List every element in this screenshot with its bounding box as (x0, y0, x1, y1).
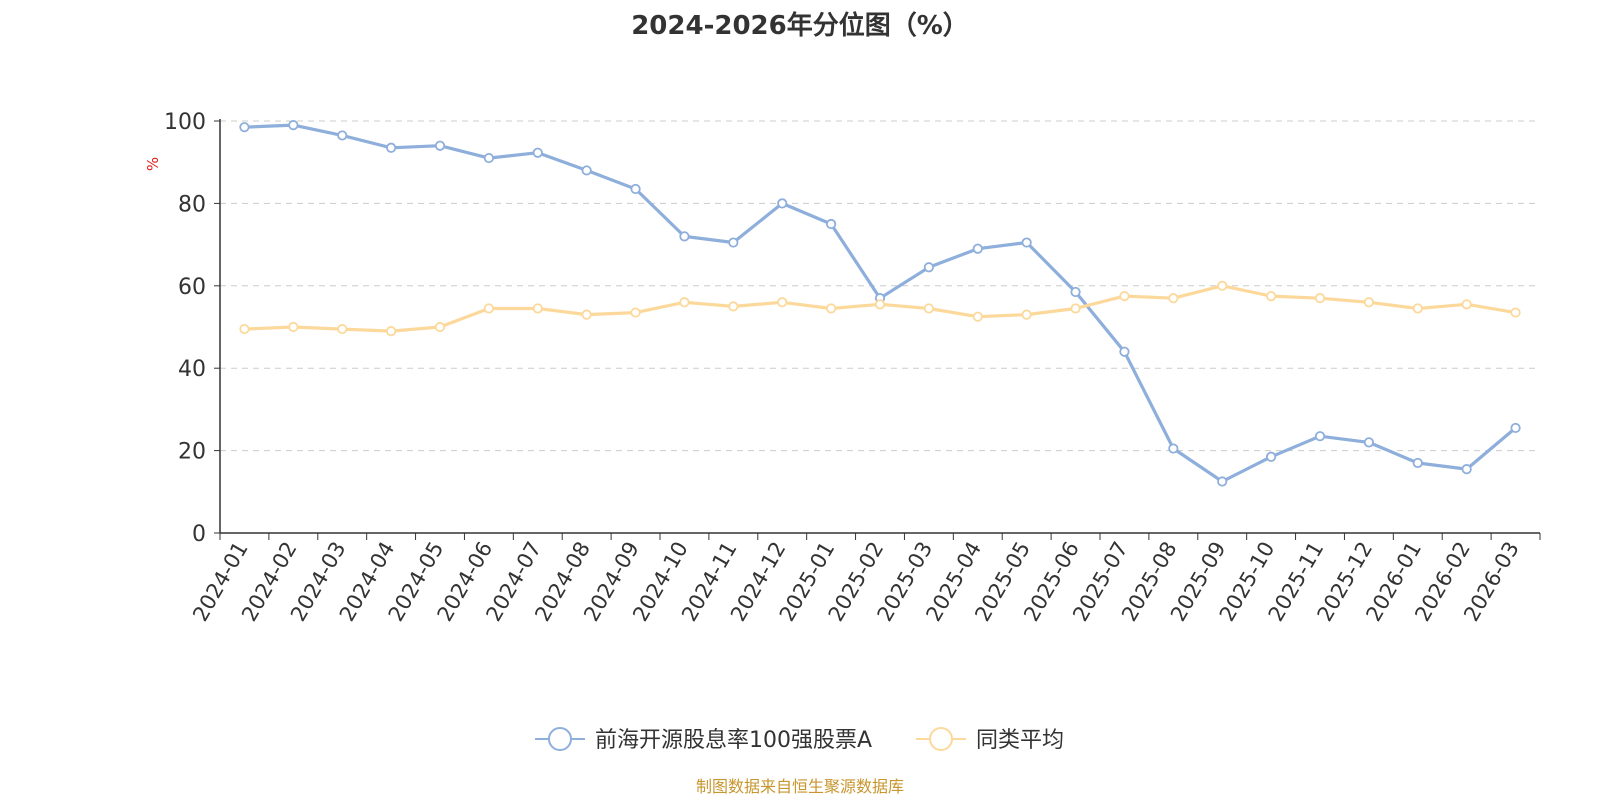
data-point-1[interactable] (1412, 303, 1423, 314)
data-point-1[interactable] (1021, 309, 1032, 320)
data-point-0[interactable] (434, 140, 446, 151)
legend-label-0: 前海开源股息率100强股票A (595, 728, 872, 753)
y-tick-label: 60 (178, 275, 206, 300)
data-point-0[interactable] (1070, 286, 1081, 298)
data-point-1[interactable] (826, 303, 837, 314)
data-point-1[interactable] (532, 303, 543, 314)
data-point-1[interactable] (1070, 303, 1081, 314)
data-point-0[interactable] (923, 262, 934, 273)
data-point-1[interactable] (288, 321, 299, 333)
y-axis-label: % (144, 157, 162, 171)
data-point-0[interactable] (972, 243, 983, 254)
data-point-1[interactable] (483, 303, 494, 314)
data-point-0[interactable] (1461, 464, 1472, 475)
data-point-1[interactable] (386, 326, 397, 337)
y-tick-label: 0 (192, 522, 206, 547)
data-point-1[interactable] (1217, 280, 1228, 291)
data-point-0[interactable] (1510, 422, 1521, 434)
data-point-1[interactable] (1510, 307, 1521, 318)
legend-marker-1 (929, 727, 953, 751)
data-point-1[interactable] (630, 307, 641, 318)
legend-label-1: 同类平均 (976, 728, 1064, 753)
data-source-note: 制图数据来自恒生聚源数据库 (696, 777, 904, 796)
y-tick-label: 40 (178, 357, 206, 382)
data-point-0[interactable] (581, 165, 592, 176)
y-tick-label: 80 (178, 192, 206, 217)
series-layer (239, 120, 1521, 487)
data-point-0[interactable] (728, 237, 739, 248)
data-point-0[interactable] (826, 218, 837, 230)
data-point-1[interactable] (1119, 290, 1130, 302)
data-point-0[interactable] (1266, 451, 1277, 462)
data-point-0[interactable] (386, 142, 397, 153)
data-point-1[interactable] (1266, 290, 1277, 302)
data-point-1[interactable] (972, 311, 983, 322)
data-point-0[interactable] (1363, 437, 1374, 448)
data-point-1[interactable] (1168, 293, 1179, 304)
data-point-0[interactable] (483, 152, 494, 164)
data-point-1[interactable] (581, 309, 592, 320)
data-point-1[interactable] (1461, 299, 1472, 310)
grid-lines (220, 120, 1540, 452)
data-point-0[interactable] (1217, 476, 1228, 487)
legend-marker-0 (548, 727, 572, 751)
data-point-0[interactable] (1021, 237, 1032, 248)
data-point-0[interactable] (1168, 443, 1179, 454)
y-tick-label: 100 (164, 110, 206, 135)
data-point-1[interactable] (239, 323, 250, 335)
data-point-1[interactable] (777, 297, 788, 308)
data-point-1[interactable] (1314, 293, 1326, 304)
chart-title: 2024-2026年分位图（%） (631, 10, 969, 41)
data-point-1[interactable] (728, 301, 739, 312)
data-point-0[interactable] (1412, 457, 1423, 469)
legend[interactable]: 前海开源股息率100强股票A 同类平均 (535, 727, 1064, 753)
legend-item-0[interactable]: 前海开源股息率100强股票A (535, 727, 872, 753)
data-point-1[interactable] (1363, 297, 1374, 308)
data-point-0[interactable] (777, 198, 788, 209)
data-point-1[interactable] (434, 321, 446, 333)
data-point-1[interactable] (923, 303, 934, 314)
data-point-0[interactable] (1119, 346, 1130, 357)
data-point-0[interactable] (288, 120, 299, 131)
data-point-0[interactable] (630, 183, 641, 195)
data-point-1[interactable] (337, 323, 348, 335)
data-point-1[interactable] (874, 299, 886, 310)
data-point-0[interactable] (532, 147, 543, 158)
y-tick-label: 20 (178, 440, 206, 465)
legend-item-1[interactable]: 同类平均 (916, 727, 1064, 753)
data-point-0[interactable] (337, 130, 348, 141)
data-point-0[interactable] (239, 122, 250, 133)
data-point-0[interactable] (679, 231, 690, 242)
data-point-0[interactable] (1314, 431, 1326, 442)
data-point-1[interactable] (679, 297, 690, 308)
